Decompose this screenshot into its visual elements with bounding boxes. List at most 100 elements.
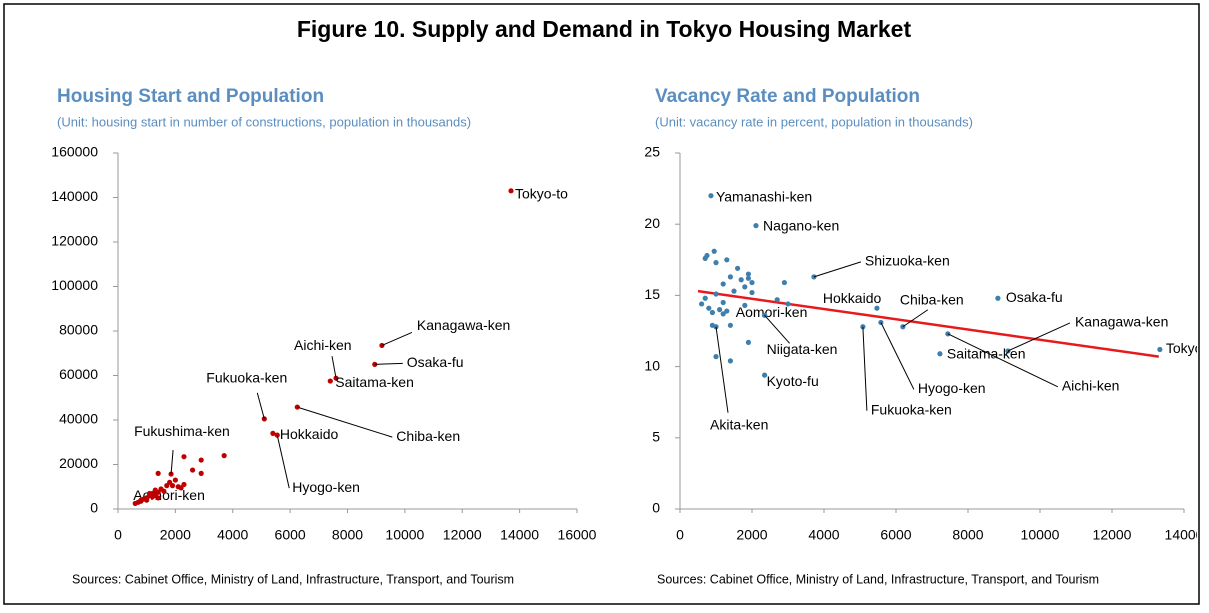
point [709,309,716,316]
chart-title: Housing Start and Population [57,86,324,107]
point [745,339,752,345]
point-label: Nagano-ken [763,217,839,233]
y-tick-label: 40000 [59,411,98,427]
y-tick-label: 0 [90,500,98,516]
x-tick-label: 16000 [558,527,597,543]
x-tick-label: 4000 [808,527,839,543]
point [735,265,741,271]
x-tick-label: 12000 [443,527,482,543]
point [749,279,755,286]
y-tick-label: 25 [644,144,660,160]
y-tick-label: 140000 [51,188,98,204]
leader-line [170,450,174,475]
point [711,248,717,254]
point [1157,346,1163,353]
point [155,495,161,501]
point [731,288,737,294]
leader-line [862,326,868,411]
point-label: Fukuoka-ken [206,370,287,386]
y-tick-label: 160000 [51,144,98,160]
point-label: Hyogo-ken [292,479,360,495]
point-label: Chiba-ken [396,428,460,444]
point [198,457,204,463]
point-label: Aomori-ken [133,487,205,503]
leader-line [1007,322,1071,352]
point [706,305,712,311]
leader-line [381,332,413,346]
point [198,470,204,476]
point [702,295,708,301]
point-label: Osaka-fu [407,354,464,370]
point-label: Osaka-fu [1006,289,1063,305]
leader-line [256,392,265,420]
source: Sources: Cabinet Office, Ministry of Lan… [657,572,1099,586]
leader-line [902,309,929,328]
point [146,490,153,497]
point [699,301,705,307]
point [753,223,759,229]
point [155,470,161,476]
x-tick-label: 0 [114,527,122,543]
point [738,277,744,283]
point-label: Kyoto-fu [767,373,819,389]
point [724,308,730,314]
x-tick-label: 14000 [1165,527,1204,543]
leader-line [764,315,790,344]
point [181,454,187,460]
chart-title: Vacancy Rate and Population [655,86,920,107]
point [727,358,734,364]
y-tick-label: 100000 [51,277,98,293]
y-tick-label: 0 [652,500,660,516]
point [132,500,138,507]
point-label: Saitama-ken [947,345,1026,361]
point [720,299,726,306]
point [724,257,730,263]
leader-line [715,326,729,413]
point [178,485,184,491]
point [704,252,710,259]
point-label: Tokyo-to [1166,340,1209,356]
point [167,479,173,485]
point-label: Shizuoka-ken [865,253,950,269]
point [742,284,748,290]
point [708,193,714,199]
point [327,378,333,384]
point-label: Fukuoka-ken [871,401,952,417]
point [742,302,748,308]
leader-line [331,356,337,379]
point-label: Fukushima-ken [134,423,230,439]
point-label: Kanagawa-ken [417,317,510,333]
x-tick-label: 8000 [952,527,983,543]
point [713,354,719,360]
point [874,305,880,311]
point-label: Aomori-ken [736,304,808,320]
point [727,322,734,328]
point [762,372,768,378]
point [745,271,752,277]
panel: Vacancy Rate and Population (Unit: vacanc… [644,86,1209,586]
point [745,275,752,281]
frame [3,3,1200,605]
x-tick-label: 2000 [160,527,191,543]
y-tick-label: 80000 [59,322,98,338]
point-label: Chiba-ken [900,291,964,307]
leader-line [276,435,290,489]
point [270,430,276,436]
leader-line [880,322,915,390]
point-label: Tokyo-to [515,186,568,202]
point [995,295,1001,301]
x-tick-label: 6000 [275,527,306,543]
point-label: Hokkaido [280,426,339,442]
point [172,477,178,483]
point [717,307,723,313]
y-tick-label: 10 [644,357,660,373]
leader-line [813,261,862,278]
point [713,291,719,297]
point-label: Aichi-ken [294,337,352,353]
point [785,301,791,307]
x-tick-label: 6000 [880,527,911,543]
x-tick-label: 10000 [385,527,424,543]
y-tick-label: 20 [644,215,660,231]
x-tick-label: 0 [676,527,684,543]
point [713,260,719,266]
